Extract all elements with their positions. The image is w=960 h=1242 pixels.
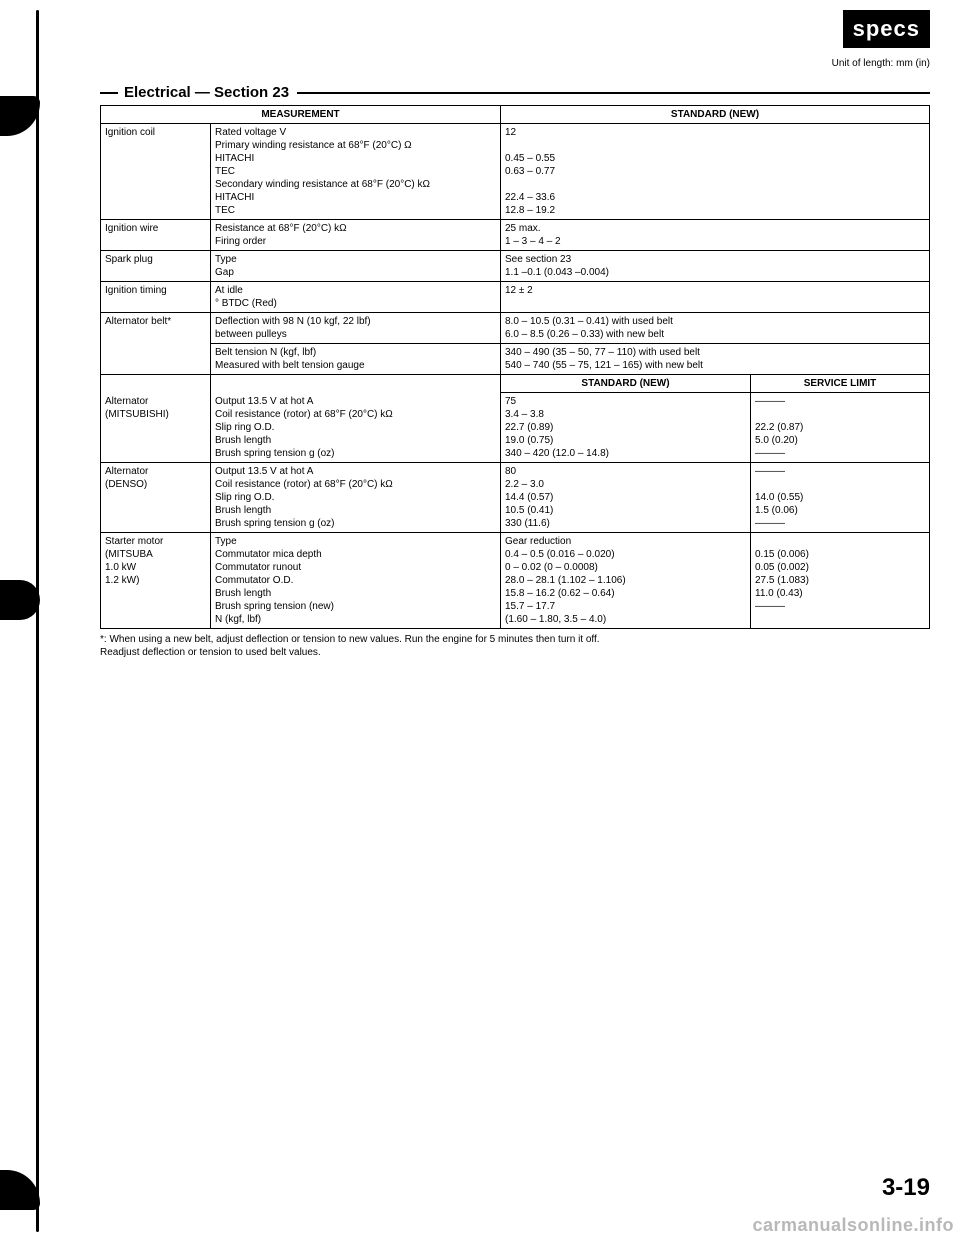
cell-std: Gear reduction 0.4 – 0.5 (0.016 – 0.020)… [501, 533, 751, 629]
cell-std: 75 3.4 – 3.8 22.7 (0.89) 19.0 (0.75) 340… [501, 393, 751, 463]
cell-std: See section 23 1.1 –0.1 (0.043 –0.004) [501, 251, 930, 282]
row-alt-belt-b: Belt tension N (kgf, lbf) Measured with … [101, 344, 930, 375]
cell-label: Starter motor (MITSUBA 1.0 kW 1.2 kW) [101, 533, 211, 629]
row-spark-plug: Spark plug Type Gap See section 23 1.1 –… [101, 251, 930, 282]
row-ignition-wire: Ignition wire Resistance at 68°F (20°C) … [101, 220, 930, 251]
cell-svc: ——— 14.0 (0.55) 1.5 (0.06) ——— [751, 463, 930, 533]
cell-std: 80 2.2 – 3.0 14.4 (0.57) 10.5 (0.41) 330… [501, 463, 751, 533]
row-ignition-timing: Ignition timing At idle ° BTDC (Red) 12 … [101, 282, 930, 313]
specs-badge: specs [843, 10, 930, 48]
th-standard-2: STANDARD (NEW) [501, 375, 751, 393]
cell-meas: Output 13.5 V at hot A Coil resistance (… [211, 393, 501, 463]
th-standard: STANDARD (NEW) [501, 106, 930, 124]
cell-meas: Belt tension N (kgf, lbf) Measured with … [211, 344, 501, 375]
cell-svc: ——— 22.2 (0.87) 5.0 (0.20) ——— [751, 393, 930, 463]
row-starter: Starter motor (MITSUBA 1.0 kW 1.2 kW) Ty… [101, 533, 930, 629]
row-ignition-coil: Ignition coil Rated voltage V Primary wi… [101, 124, 930, 220]
binding-tab-bot [0, 1170, 40, 1210]
unit-note: Unit of length: mm (in) [832, 58, 930, 69]
watermark: carmanualsonline.info [752, 1215, 954, 1236]
cell-meas: Rated voltage V Primary winding resistan… [211, 124, 501, 220]
page-number: 3-19 [882, 1174, 930, 1202]
cell-std: 340 – 490 (35 – 50, 77 – 110) with used … [501, 344, 930, 375]
cell-label: Spark plug [101, 251, 211, 282]
cell-label: Ignition timing [101, 282, 211, 313]
cell-meas: Output 13.5 V at hot A Coil resistance (… [211, 463, 501, 533]
cell-std: 12 ± 2 [501, 282, 930, 313]
binding-tab-top [0, 96, 40, 136]
cell-label: Ignition coil [101, 124, 211, 220]
cell-label: Alternator (DENSO) [101, 463, 211, 533]
th-service-limit: SERVICE LIMIT [751, 375, 930, 393]
cell-meas: At idle ° BTDC (Red) [211, 282, 501, 313]
cell-std: 25 max. 1 – 3 – 4 – 2 [501, 220, 930, 251]
th-measurement: MEASUREMENT [101, 106, 501, 124]
footnote: *: When using a new belt, adjust deflect… [100, 633, 930, 659]
spec-table: MEASUREMENT STANDARD (NEW) Ignition coil… [100, 105, 930, 629]
cell-meas: Type Commutator mica depth Commutator ru… [211, 533, 501, 629]
section-header: Electrical — Section 23 [100, 84, 930, 101]
cell-std: 8.0 – 10.5 (0.31 – 0.41) with used belt … [501, 313, 930, 344]
row-alt-mitsubishi: Alternator (MITSUBISHI) Output 13.5 V at… [101, 393, 930, 463]
section-title: Electrical — Section 23 [124, 84, 297, 101]
cell-svc: 0.15 (0.006) 0.05 (0.002) 27.5 (1.083) 1… [751, 533, 930, 629]
row-subheader: STANDARD (NEW) SERVICE LIMIT [101, 375, 930, 393]
cell-label: Alternator belt* [101, 313, 211, 375]
cell-meas: Deflection with 98 N (10 kgf, 22 lbf) be… [211, 313, 501, 344]
cell-meas: Resistance at 68°F (20°C) kΩ Firing orde… [211, 220, 501, 251]
binding-spine [36, 10, 39, 1232]
cell-std: 12 0.45 – 0.55 0.63 – 0.77 22.4 – 33.6 1… [501, 124, 930, 220]
cell-label: Alternator (MITSUBISHI) [101, 393, 211, 463]
cell-meas: Type Gap [211, 251, 501, 282]
binding-tab-mid [0, 580, 40, 620]
row-alt-denso: Alternator (DENSO) Output 13.5 V at hot … [101, 463, 930, 533]
row-alt-belt-a: Alternator belt* Deflection with 98 N (1… [101, 313, 930, 344]
cell-label: Ignition wire [101, 220, 211, 251]
